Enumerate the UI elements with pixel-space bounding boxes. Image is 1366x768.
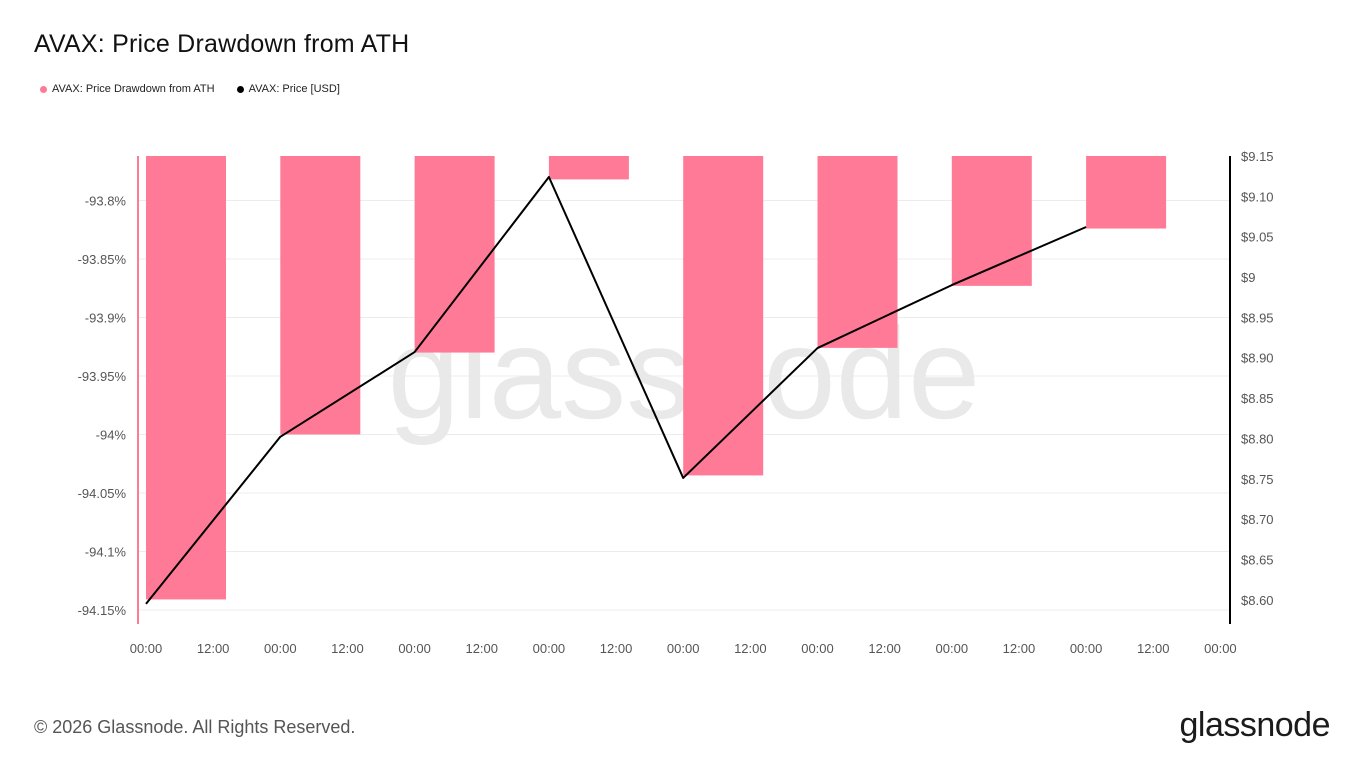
bar-2 [414, 156, 495, 353]
x-tick-label: 12:00 [600, 641, 633, 656]
copyright: © 2026 Glassnode. All Rights Reserved. [34, 717, 356, 737]
x-tick-label: 12:00 [331, 641, 364, 656]
y-left-tick-label: -94.05% [78, 486, 127, 501]
price-line [145, 175, 1087, 605]
y-right-tick-label: $8.75 [1241, 472, 1274, 487]
y-left-tick-label: -93.85% [78, 252, 127, 267]
axes [137, 156, 1231, 624]
y-right-tick-label: $9.10 [1241, 189, 1274, 204]
y-right-tick-label: $9 [1241, 270, 1255, 285]
y-right-tick-label: $8.80 [1241, 431, 1274, 446]
y-right-tick-label: $8.95 [1241, 310, 1274, 325]
y-left-tick-label: -93.9% [85, 310, 127, 325]
y-axis-right-labels: $9.15 $9.10 $9.05 $9 $8.95 $8.90 $8.85 $8.80 $8.… [1241, 149, 1274, 608]
bar-7 [1086, 156, 1167, 229]
x-tick-label: 12:00 [1137, 641, 1170, 656]
bar-6 [951, 156, 1032, 286]
y-right-tick-label: $8.90 [1241, 351, 1274, 366]
y-right-tick-label: $9.05 [1241, 230, 1274, 245]
y-right-tick-label: $8.60 [1241, 593, 1274, 608]
legend-swatch-price [236, 85, 244, 93]
x-tick-label: 00:00 [264, 641, 297, 656]
x-tick-label: 00:00 [667, 641, 700, 656]
x-axis-labels: 00:00 12:00 00:00 12:00 00:00 12:00 00:00 12:00… [130, 641, 1237, 656]
bar-4 [683, 156, 764, 476]
x-tick-label: 00:00 [130, 641, 163, 656]
bar-5 [817, 156, 898, 348]
legend-swatch-drawdown [40, 85, 47, 93]
y-right-tick-label: $8.65 [1241, 552, 1274, 567]
x-tick-label: 00:00 [398, 641, 431, 656]
y-left-tick-label: -93.8% [85, 193, 127, 208]
x-tick-label: 12:00 [734, 641, 767, 656]
bar-3 [548, 156, 629, 180]
x-tick-label: 12:00 [465, 641, 498, 656]
glassnode-logo[interactable]: glassnode [1179, 706, 1330, 744]
chart-title: AVAX: Price Drawdown from ATH [34, 30, 410, 58]
bar-1 [280, 156, 361, 435]
y-right-tick-label: $9.15 [1241, 149, 1274, 164]
x-tick-label: 12:00 [1003, 641, 1036, 656]
y-left-tick-label: -93.95% [78, 369, 127, 384]
x-tick-label: 00:00 [1070, 641, 1103, 656]
legend-item-price[interactable]: AVAX: Price [USD] [236, 83, 340, 95]
bar-0 [146, 156, 226, 600]
y-right-tick-label: $8.85 [1241, 391, 1274, 406]
legend-label-drawdown: AVAX: Price Drawdown from ATH [52, 83, 215, 95]
price-line-group [145, 175, 1087, 605]
x-tick-label: 00:00 [1204, 641, 1237, 656]
y-axis-left-labels: -93.8% -93.85% -93.9% -93.95% -94% -94.05% -94… [78, 193, 127, 618]
x-tick-label: 12:00 [197, 641, 230, 656]
legend-item-drawdown[interactable]: AVAX: Price Drawdown from ATH [40, 83, 215, 95]
y-left-tick-label: -94.1% [85, 544, 127, 559]
legend-label-price: AVAX: Price [USD] [248, 83, 340, 95]
x-tick-label: 00:00 [936, 641, 969, 656]
x-tick-label: 12:00 [868, 641, 901, 656]
x-tick-label: 00:00 [533, 641, 566, 656]
y-left-tick-label: -94% [96, 427, 127, 442]
legend: AVAX: Price Drawdown from ATH AVAX: Pric… [40, 83, 340, 95]
y-right-tick-label: $8.70 [1241, 512, 1274, 527]
x-tick-label: 00:00 [801, 641, 834, 656]
bars [146, 156, 1167, 600]
y-left-tick-label: -94.15% [78, 603, 127, 618]
